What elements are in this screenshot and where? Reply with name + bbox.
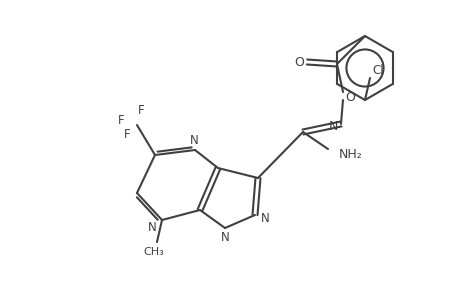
Text: N: N (328, 119, 337, 133)
Text: N: N (189, 134, 198, 148)
Text: O: O (293, 56, 303, 68)
Text: O: O (344, 91, 354, 103)
Text: F: F (118, 115, 124, 128)
Text: CH₃: CH₃ (143, 247, 164, 257)
Text: N: N (147, 221, 156, 235)
Text: F: F (137, 104, 144, 118)
Text: Cl: Cl (371, 64, 383, 76)
Text: N: N (220, 232, 229, 244)
Text: F: F (123, 128, 130, 142)
Text: N: N (260, 212, 269, 226)
Text: NH₂: NH₂ (338, 148, 362, 160)
